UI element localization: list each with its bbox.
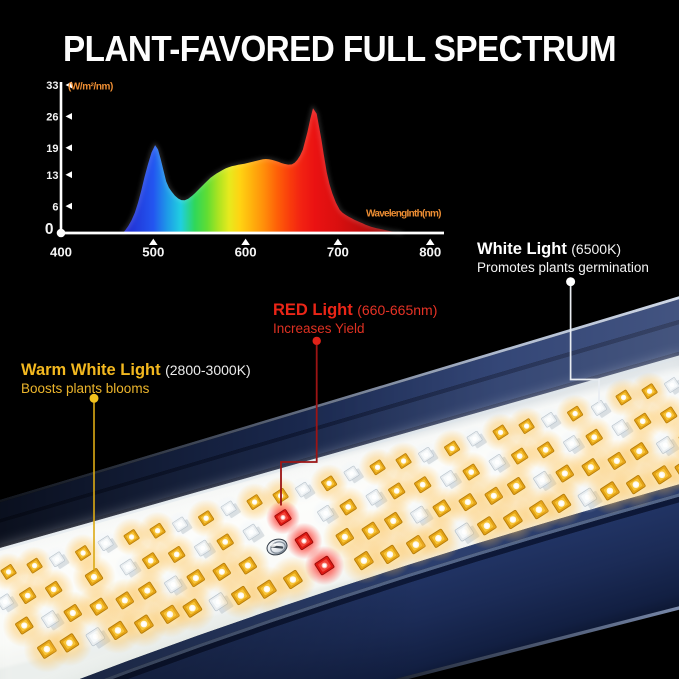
chart-tick-labels: 0 6 13 19 26 33 400 500 600 700 800 (45, 80, 441, 259)
screw-rim (270, 541, 286, 554)
cool-white-led (236, 517, 266, 547)
y-axis-unit-label: (W/m²/nm) (68, 82, 113, 93)
red-title: RED Light (273, 301, 353, 319)
callout-lines (89, 277, 600, 570)
x-tick-marker (333, 238, 343, 245)
y-tick-label: 19 (46, 143, 58, 155)
annotation-red-light: RED Light (660-665nm) Increases Yield (273, 301, 437, 337)
y-tick-label: 13 (46, 170, 58, 182)
x-tick-marker (425, 238, 435, 245)
chart-axes (56, 81, 444, 245)
white-callout-dot (566, 277, 576, 287)
warm-white-callout-dot (89, 393, 99, 403)
led-light-bar (0, 296, 679, 679)
spectrum-area-fill (122, 108, 403, 233)
white-detail: (6500K) (571, 241, 622, 257)
page-title: PLANT-FAVORED FULL SPECTRUM (62, 28, 617, 69)
x-tick-label: 700 (327, 245, 349, 260)
white-description: Promotes plants germination (477, 260, 649, 275)
x-tick-label: 800 (419, 245, 441, 260)
white-heading: White Light (6500K) (477, 240, 649, 259)
y-tick-label: 6 (52, 201, 58, 213)
x-tick-label: 600 (235, 245, 257, 260)
axis-origin-dot (56, 228, 66, 238)
y-tick-marker (65, 144, 72, 152)
red-led (304, 545, 345, 586)
spectrum-chart: 0 6 13 19 26 33 400 500 600 700 800 (W/m²/nm) Wav… (45, 80, 444, 260)
warm-white-description: Boosts plants blooms (21, 381, 150, 396)
x-tick-label: 500 (142, 245, 164, 260)
white-callout-line (569, 285, 600, 403)
x-tick-marker (241, 238, 250, 245)
screw-highlight (270, 543, 277, 548)
red-description: Increases Yield (273, 321, 365, 336)
pcb-top-edge-line (0, 355, 679, 551)
y-tick-label: 0 (45, 221, 54, 238)
red-heading: RED Light (660-665nm) (273, 301, 437, 320)
x-axis-label: WavelengInth(nm) (366, 209, 441, 220)
annotation-warm-white-light: Warm White Light (2800-3000K) Boosts pla… (21, 361, 251, 397)
top-rail-right-sheen (0, 296, 679, 548)
x-tick-label: 400 (50, 245, 72, 260)
spectrum-curve-glow (121, 105, 403, 235)
y-tick-label: 26 (46, 112, 58, 124)
y-tick-marker (65, 202, 72, 210)
y-tick-marker (65, 171, 72, 179)
red-callout-line (280, 344, 318, 506)
red-detail: (660-665nm) (357, 302, 438, 318)
y-tick-marker (65, 113, 72, 120)
y-tick-label: 33 (46, 80, 58, 92)
x-tick-marker (149, 238, 158, 245)
y-tick-marker (65, 81, 72, 89)
white-title: White Light (477, 240, 567, 258)
warm-white-title: Warm White Light (21, 361, 161, 379)
warm-white-heading: Warm White Light (2800-3000K) (21, 361, 251, 380)
warm-white-detail: (2800-3000K) (165, 362, 251, 378)
bar-top-rail (0, 296, 679, 548)
red-callout-dot (312, 336, 321, 346)
screw (266, 538, 288, 556)
annotation-white-light: White Light (6500K) Promotes plants germ… (477, 240, 649, 276)
